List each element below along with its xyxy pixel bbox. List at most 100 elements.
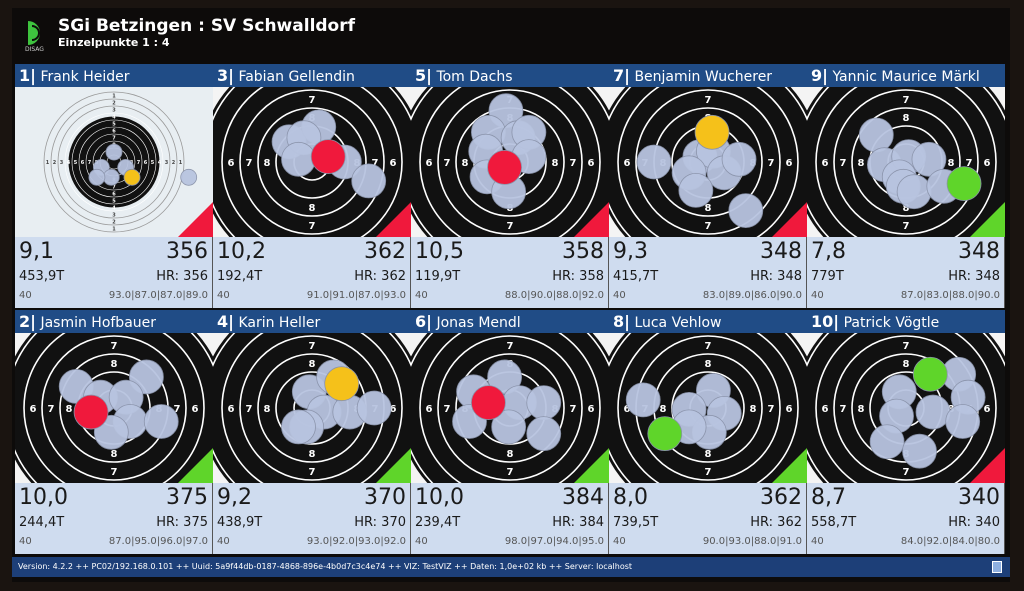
ring-number: 1: [112, 227, 116, 233]
series-scores: 90.0|93.0|88.0|91.0: [702, 536, 802, 547]
ring-number: 6: [984, 158, 991, 169]
target-black-area: [68, 116, 160, 208]
ring-number: 6: [786, 158, 793, 169]
shot-mark: [678, 172, 714, 208]
ring-number: 7: [705, 341, 712, 352]
score-box: 10,5 358 119,9T HR: 358 40 88.0|90.0|88.…: [411, 237, 609, 308]
score-box: 10,2 362 192,4T HR: 362 40 91.0|91.0|87.…: [213, 237, 411, 308]
total-score: 375: [166, 485, 208, 510]
teiler-value: 415,7T: [613, 269, 659, 284]
ring-number: 3: [165, 160, 169, 166]
ring-number: 7: [309, 467, 316, 478]
ring-number: 7: [309, 95, 316, 106]
score-box: 10,0 375 244,4T HR: 375 40 87.0|95.0|96.…: [15, 483, 213, 554]
ring-number: 8: [858, 404, 865, 415]
total-score: 384: [562, 485, 604, 510]
ring-number: 6: [111, 333, 118, 334]
last-shot-value: 10,0: [19, 485, 68, 510]
shot-mark: [636, 144, 672, 180]
ring-number: 7: [903, 95, 910, 106]
result-indicator-green: [178, 448, 213, 483]
target-ring: [78, 126, 150, 198]
last-shot-mark: [310, 139, 346, 174]
total-score: 340: [958, 485, 1000, 510]
shooter-panel: 4| Karin Heller 666677778888 9,2 370 438…: [213, 310, 411, 554]
score-box: 8,0 362 739,5T HR: 362 40 90.0|93.0|88.0…: [609, 483, 807, 554]
ring-number: 8: [309, 203, 316, 214]
shooter-name: Fabian Gellendin: [238, 69, 355, 85]
ring-number: 6: [903, 87, 910, 88]
teiler-value: 239,4T: [415, 515, 461, 530]
ring-number: 8: [750, 404, 757, 415]
ring-number: 6: [903, 333, 910, 334]
last-shot-value: 8,0: [613, 485, 648, 510]
teiler-value: 244,4T: [19, 515, 65, 530]
target-ring: [41, 335, 187, 481]
ring-number: 7: [966, 158, 973, 169]
total-score: 358: [562, 239, 604, 264]
series-scores: 88.0|90.0|88.0|92.0: [504, 290, 604, 301]
series-scores: 84.0|92.0|84.0|80.0: [900, 536, 1000, 547]
last-shot-mark: [73, 394, 109, 430]
ring-number: 7: [112, 136, 116, 142]
target-view: 666677778888: [807, 87, 1005, 237]
shot-count: 40: [613, 536, 626, 547]
series-scores: 98.0|97.0|94.0|95.0: [504, 536, 604, 547]
target-ring: [851, 107, 961, 217]
shooter-number: 8|: [613, 312, 630, 331]
ring-number: 6: [390, 158, 397, 169]
target-ring: [617, 333, 799, 483]
ring-number: 5: [151, 160, 155, 166]
teiler-value: 438,9T: [217, 515, 263, 530]
shooter-number: 9|: [811, 66, 828, 85]
last-shot-value: 9,2: [217, 485, 252, 510]
shooter-panel: 2| Jasmin Hofbauer 666677778888 10,0 375…: [15, 310, 213, 554]
shot-mark: [625, 382, 661, 418]
ring-number: 3: [112, 108, 116, 114]
ring-number: 6: [81, 160, 85, 166]
ring-number: 7: [768, 404, 775, 415]
ring-number: 8: [111, 359, 118, 370]
series-scores: 87.0|95.0|96.0|97.0: [108, 536, 208, 547]
ring-number: 1: [179, 160, 183, 166]
last-shot-value: 9,1: [19, 239, 54, 264]
match-subtitle: Einzelpunkte 1 : 4: [58, 36, 170, 49]
shooter-name-bar: 9| Yannic Maurice Märkl: [807, 64, 1005, 87]
shooter-panel: 7| Benjamin Wucherer 666677778888 9,3 34…: [609, 64, 807, 308]
score-box: 9,2 370 438,9T HR: 370 40 93.0|92.0|93.0…: [213, 483, 411, 554]
hr-score: HR: 384: [552, 515, 604, 530]
ring-number: 8: [309, 359, 316, 370]
total-score: 362: [364, 239, 406, 264]
ring-number: 6: [786, 404, 793, 415]
result-indicator-green: [574, 448, 609, 483]
last-shot-mark: [123, 168, 141, 186]
ring-number: 6: [705, 87, 712, 88]
ring-number: 3: [60, 160, 64, 166]
ring-number: 7: [705, 95, 712, 106]
ring-number: 7: [507, 467, 514, 478]
target-view: 666677778888: [609, 87, 807, 237]
score-box: 7,8 348 779T HR: 348 40 87.0|83.0|88.0|9…: [807, 237, 1005, 308]
shot-count: 40: [217, 536, 230, 547]
shooter-number: 4|: [217, 312, 234, 331]
ring-number: 7: [246, 404, 253, 415]
series-scores: 91.0|91.0|87.0|93.0: [306, 290, 406, 301]
result-indicator-red: [772, 202, 807, 237]
ring-number: 7: [88, 160, 92, 166]
shot-count: 40: [811, 290, 824, 301]
shot-mark: [105, 143, 123, 161]
shooter-name-bar: 1| Frank Heider: [15, 64, 213, 87]
ring-number: 7: [903, 341, 910, 352]
ring-number: 5: [74, 160, 78, 166]
target-ring: [85, 133, 143, 191]
score-box: 9,3 348 415,7T HR: 348 40 83.0|89.0|86.0…: [609, 237, 807, 308]
target-view: 11112222333344445555666677778888: [15, 87, 213, 237]
shot-count: 40: [415, 290, 428, 301]
shooter-number: 6|: [415, 312, 432, 331]
shooter-name-bar: 5| Tom Dachs: [411, 64, 609, 87]
ring-number: 6: [228, 158, 235, 169]
shot-count: 40: [811, 536, 824, 547]
result-indicator-red: [970, 448, 1005, 483]
last-shot-value: 10,0: [415, 485, 464, 510]
